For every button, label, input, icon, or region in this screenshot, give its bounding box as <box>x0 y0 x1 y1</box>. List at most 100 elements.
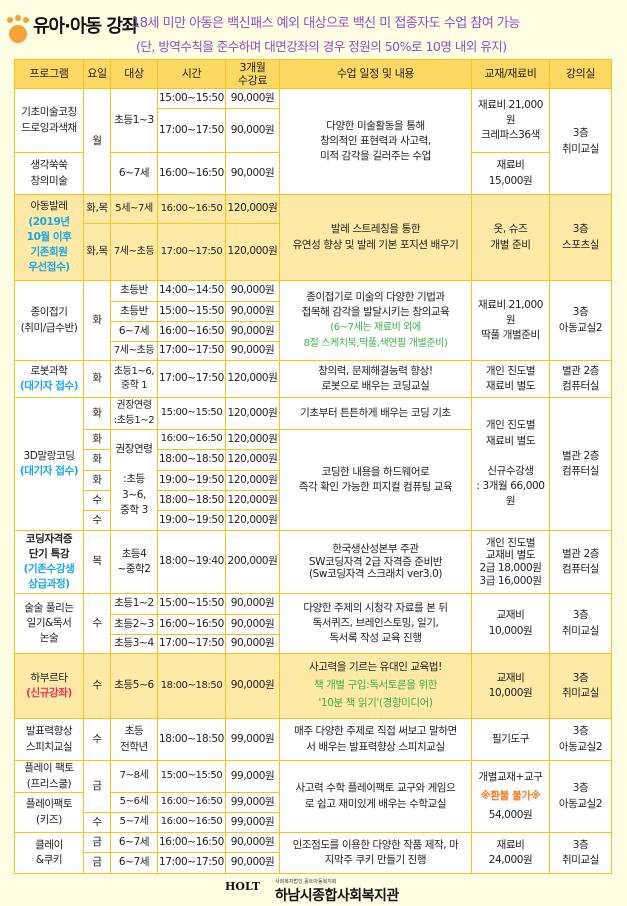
room: 3층 취미교실 <box>549 653 612 719</box>
material-text: 개별교재+교구 <box>478 771 543 784</box>
time: 15:00~15:50 <box>157 593 226 615</box>
time: 15:00~15:50 <box>157 301 226 322</box>
table-row: 기초미술코칭 드로잉과색채 월 초등1~3 15:00~15:50 90,000… <box>14 88 612 195</box>
room: 3층 아동교실2 <box>549 760 612 833</box>
table-row: 7세~초등 17:00~17:50 90,000원 <box>15 341 612 361</box>
col-header: 교재/재료비 <box>471 59 550 89</box>
col-header: 수업 일정 및 내용 <box>279 59 472 89</box>
fee: 90,000원 <box>225 108 280 153</box>
day: 화,목 <box>83 194 111 224</box>
table-row: 금 6~7세 17:00~17:50 90,000원 <box>15 852 612 874</box>
fee: 90,000원 <box>225 852 280 874</box>
content: 종이접기로 미술의 다양한 기법과 접목해 감각을 발달시키는 창의교육 (6~7… <box>279 280 472 361</box>
day: 수 <box>83 490 111 511</box>
day: 화 <box>83 397 111 430</box>
program-note: (2019년 10월 이후 기존회원 우선접수) <box>26 215 72 274</box>
program-note: (기존수강생 상급과정) <box>23 563 75 591</box>
program-name: 로봇과학 (대기자 접수) <box>14 360 84 398</box>
target: 초등반 <box>110 280 158 302</box>
material-price: 54,000원 <box>488 808 533 821</box>
content: 기초부터 튼튼하게 배우는 코딩 기초 <box>279 397 472 430</box>
target: 초등3~4 <box>110 634 158 654</box>
day: 수 <box>83 812 111 833</box>
fee: 99,000원 <box>225 760 280 793</box>
time: 17:00~17:50 <box>157 360 226 398</box>
time: 18:00~18:50 <box>157 449 226 471</box>
material: 교재비 10,000원 <box>471 593 550 654</box>
table-row: 생각쑥쑥 창의미술 6~7세 16:00~16:50 90,000원 재료비 1… <box>14 152 612 195</box>
content-text: 사고력을 기르는 유대인 교육법! <box>308 661 442 674</box>
holt-logo-icon: HOLT <box>225 880 260 893</box>
day: 금 <box>83 760 111 813</box>
fee: 99,000원 <box>225 812 280 833</box>
target: 초등2~3 <box>110 614 158 635</box>
program-title: 아동발레 <box>30 200 68 213</box>
program-note: (신규강좌) <box>26 687 72 699</box>
time: 16:00~16:50 <box>157 321 226 342</box>
table-row: 클레이 &쿠키 금 6~7세 16:00~16:50 90,000원 인조점도를… <box>14 832 612 874</box>
fee: 120,000원 <box>225 360 280 398</box>
time: 18:00~18:50 <box>157 490 226 511</box>
table-row: 3D말랑코딩 (대기자 접수) 화 권장연령 :초등1~2 15:00~15:50… <box>14 397 612 531</box>
time: 14:00~14:50 <box>157 280 226 302</box>
table-row: 술술 풀리는 일기&독서 논술 수 초등1~2 15:00~15:50 90,0… <box>14 593 612 654</box>
course-table: 프로그램 요일 대상 시간 3개월 수강료 수업 일정 및 내용 교재/재료비 강의실 기초미… <box>14 59 612 874</box>
program-name: 플레이팩토 (키즈) <box>14 792 84 833</box>
day: 화 <box>83 449 111 471</box>
time: 16:00~16:50 <box>157 832 226 853</box>
time: 15:00~15:50 <box>157 88 226 109</box>
fee: 90,000원 <box>225 301 280 322</box>
room: 별관 2층 컴퓨터실 <box>549 530 612 594</box>
fee: 90,000원 <box>225 832 280 853</box>
time: 16:00~16:50 <box>157 152 226 195</box>
day: 수 <box>83 718 111 761</box>
material: 재료비 15,000원 <box>471 152 550 195</box>
table-row: 아동발레 (2019년 10월 이후 기존회원 우선접수) 화,목 5세~7세 1… <box>14 194 612 281</box>
table-row: 화 19:00~19:50 120,000원 <box>15 470 612 491</box>
table-row: 수 19:00~19:50 120,000원 <box>15 510 612 531</box>
time: 19:00~19:50 <box>157 510 226 531</box>
target: 6~7세 <box>110 852 158 874</box>
material: 필기도구 <box>471 718 550 761</box>
room: 3층 취미교실 <box>549 832 612 874</box>
content: 사고력을 기르는 유대인 교육법! 책 개별 구입:독서토론을 위한 '10분 책… <box>279 653 472 719</box>
content: 한국생산성본부 주관 SW코딩자격 2급 자격증 준비반 (Sw코딩자격 스크래… <box>279 530 472 594</box>
room: 3층 아동교실2 <box>549 718 612 761</box>
program-note: (대기자 접수) <box>19 465 79 477</box>
room: 별관 2층 컴퓨터실 <box>549 397 612 531</box>
content: 다양한 주제의 시청각 자료를 본 뒤 독서퀴즈, 브레인스토밍, 일기, 독서… <box>279 593 472 654</box>
program-name: 3D말랑코딩 (대기자 접수) <box>14 397 84 531</box>
fee: 90,000원 <box>225 280 280 302</box>
program-title: 3D말랑코딩 <box>23 449 75 462</box>
room: 3층 취미교실 <box>549 88 612 195</box>
target: 권장연령 :초등1~2 <box>110 397 158 430</box>
program-name: 하부르타 (신규강좌) <box>14 653 84 719</box>
program-name: 코딩자격증 단기 특강 (기존수강생 상급과정) <box>14 530 84 594</box>
target: 권장연령 :초등 3~6, 중학 3 <box>110 429 158 531</box>
room: 3층 취미교실 <box>549 593 612 654</box>
material: 재료비 24,000원 <box>471 832 550 874</box>
material: 개인 진도별 재료비 별도 신규수강생 : 3개월 66,000 원 <box>471 397 550 531</box>
target: 6~7세 <box>110 321 158 342</box>
target: 초등1~3 <box>110 88 158 153</box>
target: 5~6세 <box>110 792 158 813</box>
fee: 120,000원 <box>225 223 280 281</box>
target: 초등반 <box>110 301 158 322</box>
time: 17:00~17:50 <box>157 223 226 281</box>
fee: 90,000원 <box>225 152 280 195</box>
content-note: 책 개별 구입:독서토론을 위한 '10분 책 읽기'(경향미디어) <box>313 679 438 709</box>
time: 15:00~15:50 <box>157 760 226 793</box>
fee: 90,000원 <box>225 614 280 635</box>
table-row: 종이접기 (취미/급수반) 화 초등반 14:00~14:50 90,000원 … <box>14 280 612 361</box>
day: 화 <box>83 470 111 491</box>
target: 초등 전학년 <box>110 718 158 761</box>
program-title: 로봇과학 <box>30 364 68 377</box>
table-row: 플레이팩토 (키즈) 5~6세 16:00~16:50 99,000원 <box>14 792 612 833</box>
program-name: 아동발레 (2019년 10월 이후 기존회원 우선접수) <box>14 194 84 281</box>
target: 초등5~6 <box>110 653 158 719</box>
fee: 120,000원 <box>225 194 280 224</box>
material: 재료비 21,000 원 크레파스36색 <box>471 88 550 153</box>
day: 금 <box>83 852 111 874</box>
content-text: 종이접기로 미술의 다양한 기법과 접목해 감각을 발달시키는 창의교육 <box>301 290 450 318</box>
target: 초등4 ~중학2 <box>110 530 158 594</box>
